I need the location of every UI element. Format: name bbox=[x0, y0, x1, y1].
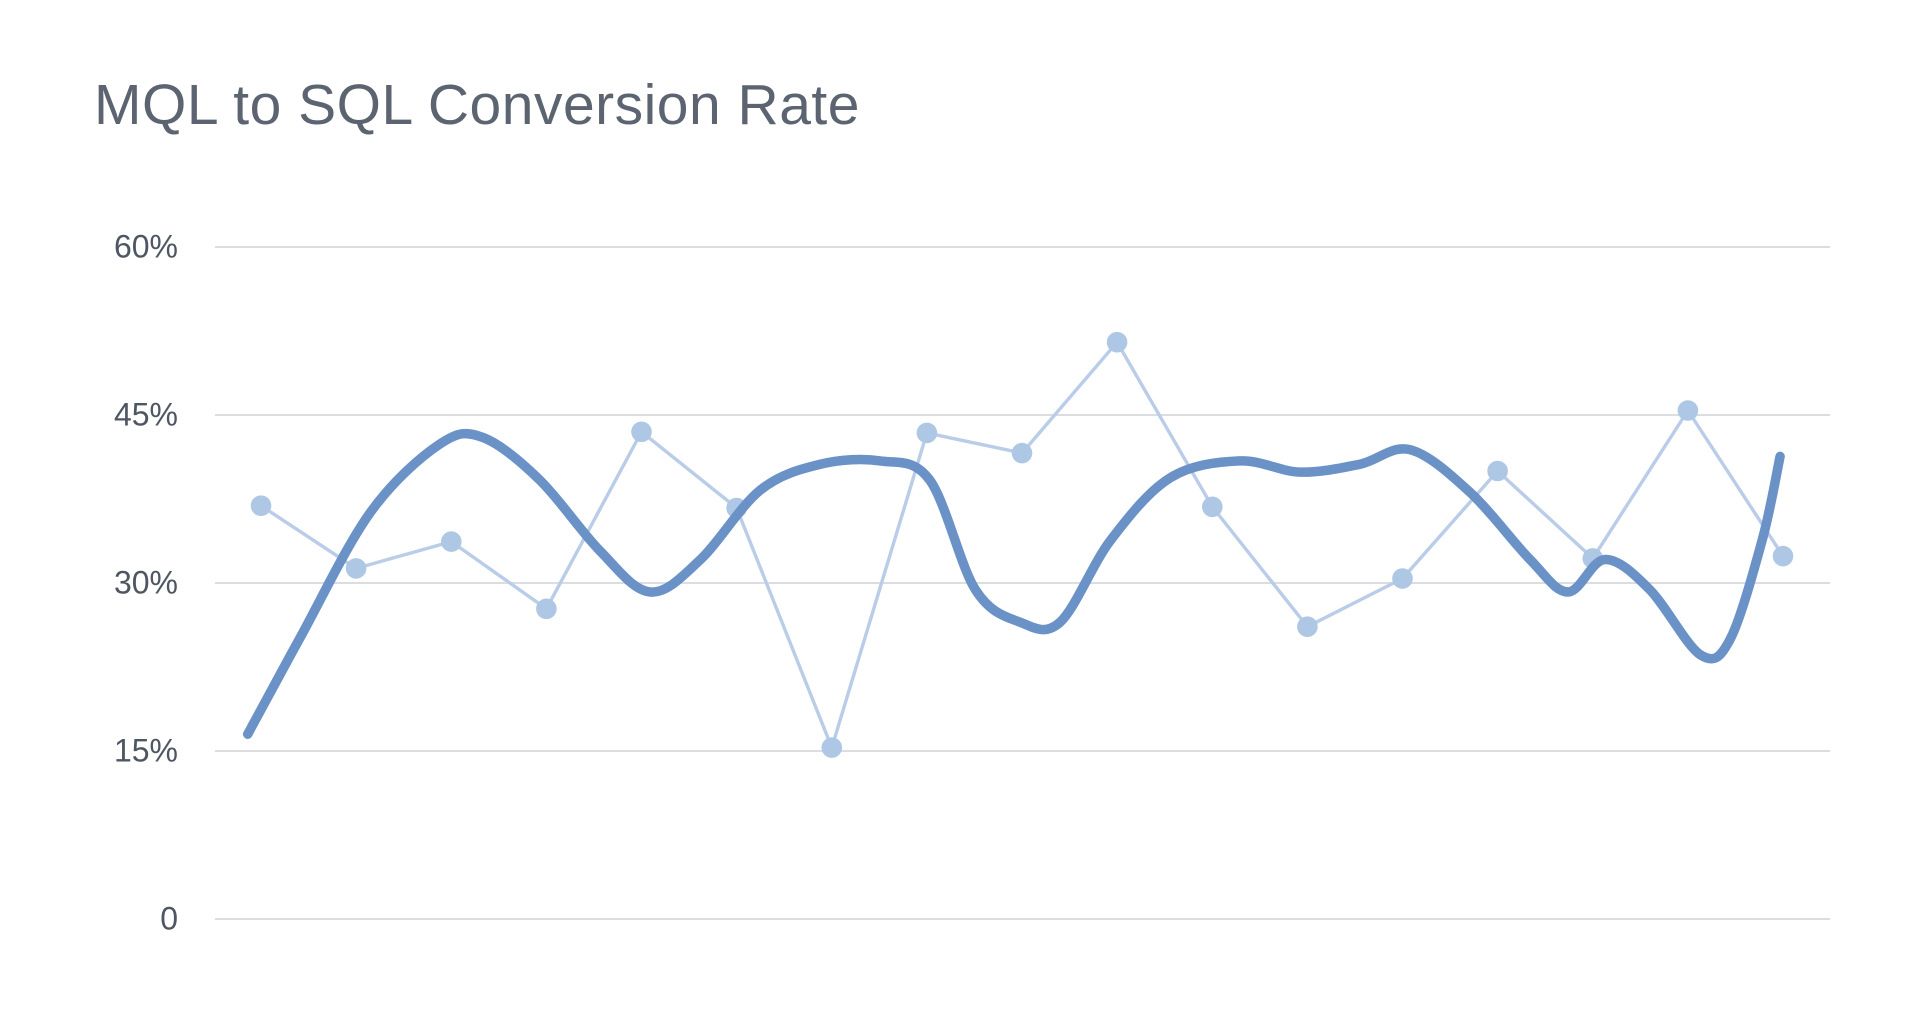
data-point-marker[interactable] bbox=[1106, 331, 1128, 353]
y-tick-label: 60% bbox=[113, 228, 178, 265]
data-point-marker[interactable] bbox=[821, 737, 843, 758]
data-point-marker[interactable] bbox=[631, 421, 652, 443]
trend-line bbox=[242, 428, 1785, 739]
gridline bbox=[215, 246, 1830, 248]
data-point-marker[interactable] bbox=[916, 422, 938, 444]
series-line bbox=[259, 340, 1785, 750]
data-point-marker[interactable] bbox=[1297, 616, 1318, 637]
y-tick-label: 0 bbox=[160, 900, 178, 937]
gridline bbox=[215, 750, 1830, 752]
data-point-marker[interactable] bbox=[250, 495, 272, 516]
data-point-marker[interactable] bbox=[1772, 545, 1794, 567]
data-point-marker[interactable] bbox=[1677, 400, 1699, 421]
gridline bbox=[215, 918, 1830, 920]
data-point-marker[interactable] bbox=[1202, 496, 1223, 518]
y-tick-label: 15% bbox=[113, 732, 178, 769]
chart-title: MQL to SQL Conversion Rate bbox=[94, 73, 860, 137]
data-point-marker[interactable] bbox=[1392, 568, 1413, 589]
data-point-marker[interactable] bbox=[536, 598, 557, 620]
data-point-marker[interactable] bbox=[441, 531, 462, 552]
gridline bbox=[215, 582, 1830, 584]
y-tick-label: 30% bbox=[113, 564, 178, 601]
gridline bbox=[215, 414, 1830, 416]
data-point-marker[interactable] bbox=[1487, 460, 1508, 482]
y-tick-label: 45% bbox=[113, 396, 178, 433]
data-point-marker[interactable] bbox=[345, 558, 367, 579]
data-point-marker[interactable] bbox=[1011, 442, 1033, 464]
